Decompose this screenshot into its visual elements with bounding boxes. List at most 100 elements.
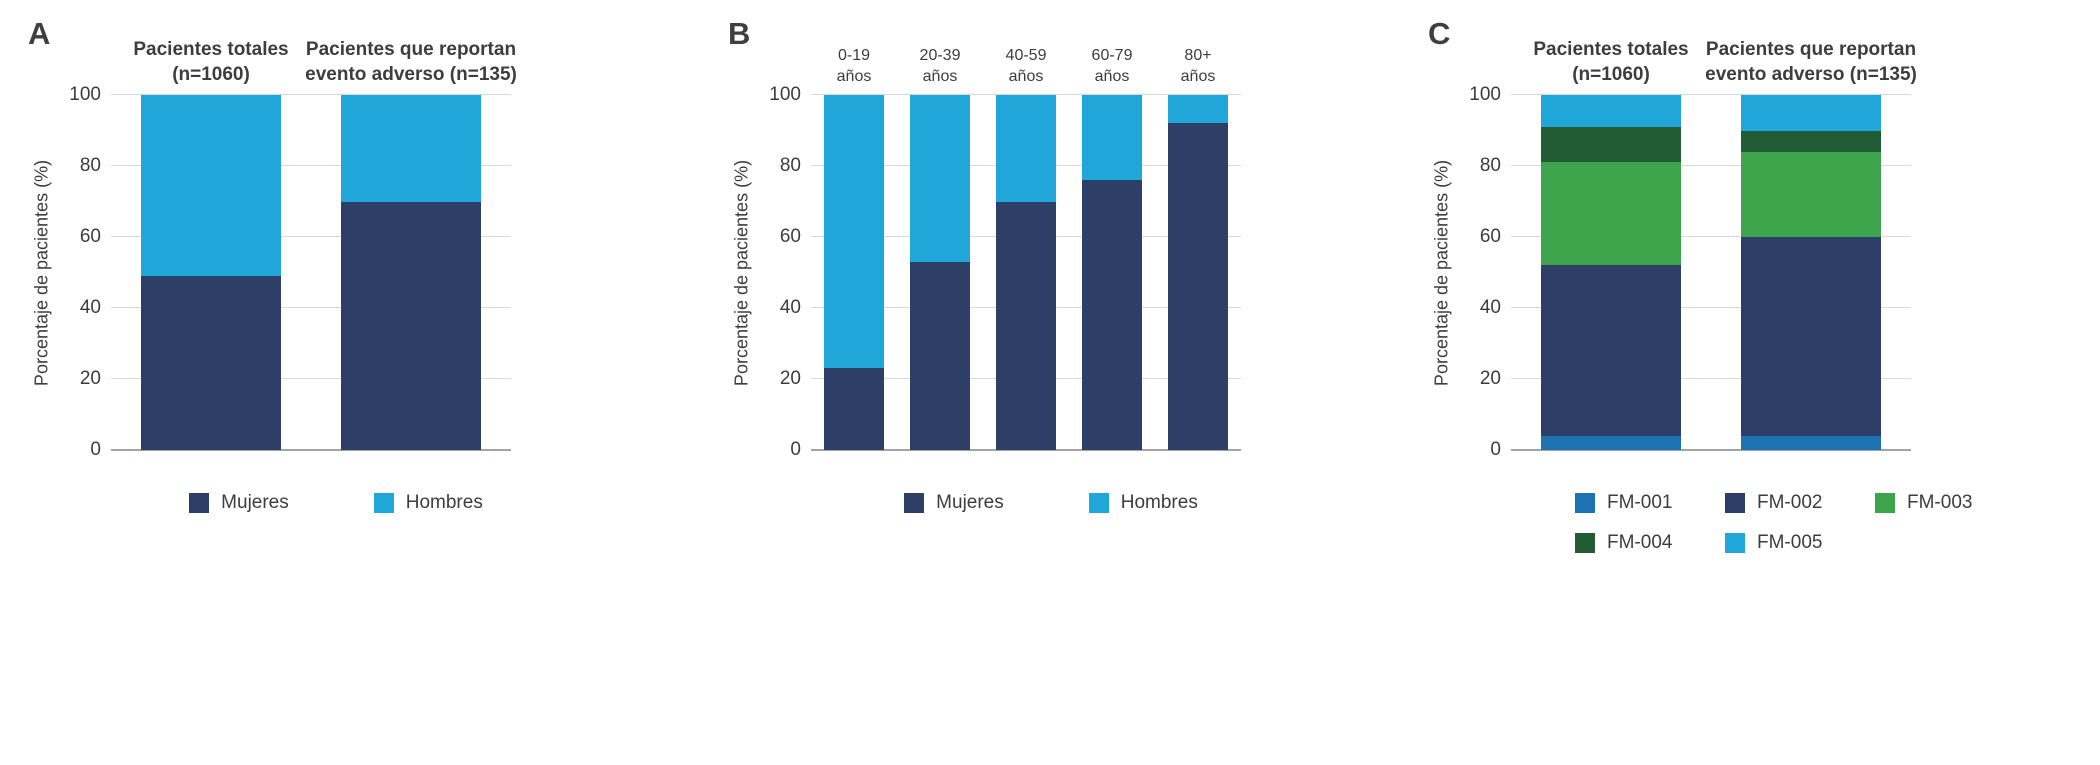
gridline-100 xyxy=(811,94,1241,95)
legend-swatch-fm-001 xyxy=(1575,493,1595,513)
legend-item-fm-001: FM-001 xyxy=(1575,492,1725,514)
bar-1-segment-fm-001 xyxy=(1541,435,1681,450)
bar-2-segment-fm-004 xyxy=(1741,130,1881,152)
panel-a-plot-col: Pacientes totales (n=1060) Pacientes que … xyxy=(111,15,517,451)
legend-label-fm-003: FM-003 xyxy=(1907,492,1973,513)
panel-c-plot-col: Pacientes totales (n=1060) Pacientes que … xyxy=(1511,15,1917,451)
bar-5-segment-mujeres xyxy=(1167,123,1229,450)
bar-1-segment-fm-003 xyxy=(1541,162,1681,266)
bar-1-segment-fm-004 xyxy=(1541,126,1681,163)
panel-a-y-axis-title-col: Porcentaje de pacientes (%) xyxy=(25,95,59,450)
legend-label-fm-004: FM-004 xyxy=(1607,532,1673,553)
bar-2-segment-fm-003 xyxy=(1741,151,1881,237)
bar-5-segment-hombres xyxy=(1167,95,1229,124)
legend-swatch-fm-004 xyxy=(1575,533,1595,553)
panel-c: C Porcentaje de pacientes (%) 0 20 40 60 80 1… xyxy=(1400,0,2100,765)
y-tick-label-20: 20 xyxy=(79,368,101,389)
legend-swatch-mujeres xyxy=(904,493,925,513)
category-label-2: Pacientes que reportan evento adverso (n… xyxy=(1705,39,1917,85)
legend-swatch-hombres xyxy=(373,493,394,513)
gridline-60 xyxy=(111,236,511,237)
gridline-80 xyxy=(111,165,511,166)
bar-2-segment-mujeres xyxy=(909,261,971,450)
panel-b-legend: Mujeres Hombres xyxy=(836,492,1266,514)
y-tick-label-60: 60 xyxy=(779,226,801,247)
bar-1-segment-mujeres xyxy=(141,276,281,450)
legend-swatch-hombres xyxy=(1088,493,1109,513)
panel-c-y-axis: 0 20 40 60 80 100 xyxy=(1459,84,1511,460)
legend-item-fm-002: FM-002 xyxy=(1725,492,1875,514)
y-tick-label-60: 60 xyxy=(79,226,101,247)
legend-item-fm-003: FM-003 xyxy=(1875,492,2025,514)
category-label-1: Pacientes totales (n=1060) xyxy=(133,39,289,85)
y-tick-label-100: 100 xyxy=(1469,84,1501,105)
y-tick-label-40: 40 xyxy=(1479,297,1501,318)
legend-swatch-fm-002 xyxy=(1725,493,1745,513)
panel-a-y-axis: 0 20 40 60 80 100 xyxy=(59,84,111,460)
gridline-80 xyxy=(1511,165,1911,166)
legend-label-fm-002: FM-002 xyxy=(1757,492,1823,513)
bar-2-segment-mujeres xyxy=(341,201,481,450)
category-label-4: 60-79 años xyxy=(1091,47,1133,85)
panel-b-plot-col: 0-19 años 20-39 años 40-59 años 60-79 años 8… xyxy=(811,15,1241,451)
legend-item-fm-004: FM-004 xyxy=(1575,532,1725,554)
y-tick-label-60: 60 xyxy=(1479,226,1501,247)
legend-label-mujeres: Mujeres xyxy=(936,492,1004,513)
panel-c-chart-area: Porcentaje de pacientes (%) 0 20 40 60 80 100… xyxy=(1425,15,2100,460)
y-tick-label-20: 20 xyxy=(779,368,801,389)
y-tick-label-0: 0 xyxy=(1490,439,1501,460)
y-tick-label-80: 80 xyxy=(779,155,801,176)
bar-2-segment-hombres xyxy=(341,95,481,202)
panel-a-label: A xyxy=(28,16,51,51)
y-axis-title: Porcentaje de pacientes (%) xyxy=(731,159,752,386)
legend-label-fm-005: FM-005 xyxy=(1757,532,1823,553)
bar-3-segment-mujeres xyxy=(995,201,1057,450)
legend-item-mujeres: Mujeres xyxy=(189,492,289,514)
panel-b-chart-area: Porcentaje de pacientes (%) 0 20 40 60 80 100… xyxy=(725,15,1400,460)
legend-item-hombres: Hombres xyxy=(1088,492,1198,514)
legend-swatch-mujeres xyxy=(189,493,210,513)
x-axis-line xyxy=(111,449,511,451)
y-tick-label-100: 100 xyxy=(69,84,101,105)
panel-c-column-headers: Pacientes totales (n=1060) Pacientes que … xyxy=(1511,15,1916,95)
y-tick-label-80: 80 xyxy=(79,155,101,176)
bar-1-segment-hombres xyxy=(141,95,281,277)
legend-swatch-fm-003 xyxy=(1875,493,1895,513)
x-axis-line xyxy=(811,449,1241,451)
bar-2-segment-fm-005 xyxy=(1741,95,1881,131)
y-axis-title: Porcentaje de pacientes (%) xyxy=(1431,159,1452,386)
legend-label-fm-001: FM-001 xyxy=(1607,492,1673,513)
category-label-1: 0-19 años xyxy=(836,47,872,85)
gridline-20 xyxy=(111,378,511,379)
legend-swatch-fm-005 xyxy=(1725,533,1745,553)
legend-item-mujeres: Mujeres xyxy=(904,492,1004,514)
bar-2-segment-fm-002 xyxy=(1741,237,1881,436)
category-label-2: Pacientes que reportan evento adverso (n… xyxy=(305,39,517,85)
panel-a-column-headers: Pacientes totales (n=1060) Pacientes que … xyxy=(111,15,516,95)
gridline-60 xyxy=(1511,236,1911,237)
panel-b-y-axis-title-col: Porcentaje de pacientes (%) xyxy=(725,95,759,450)
panel-b-column-headers: 0-19 años 20-39 años 40-59 años 60-79 años 8… xyxy=(811,15,1241,95)
y-tick-label-40: 40 xyxy=(79,297,101,318)
legend-item-fm-005: FM-005 xyxy=(1725,532,1875,554)
legend-label-mujeres: Mujeres xyxy=(221,492,289,513)
gridline-100 xyxy=(1511,94,1911,95)
gridline-20 xyxy=(1511,378,1911,379)
bar-4-segment-mujeres xyxy=(1081,180,1143,450)
bar-1-segment-hombres xyxy=(823,95,885,369)
panel-a: A Porcentaje de pacientes (%) 0 20 40 60 80 1… xyxy=(0,0,700,765)
gridline-100 xyxy=(111,94,511,95)
panel-a-legend: Mujeres Hombres xyxy=(136,492,536,514)
category-label-3: 40-59 años xyxy=(1005,47,1047,85)
bar-1-segment-fm-005 xyxy=(1541,95,1681,127)
bar-2-segment-hombres xyxy=(909,95,971,262)
panel-c-plot-area xyxy=(1511,94,1911,451)
y-tick-label-40: 40 xyxy=(779,297,801,318)
legend-label-hombres: Hombres xyxy=(1120,492,1198,513)
y-tick-label-0: 0 xyxy=(90,439,101,460)
panel-b: B Porcentaje de pacientes (%) 0 20 40 60 80 1… xyxy=(700,0,1400,765)
bar-2-segment-fm-001 xyxy=(1741,435,1881,450)
bar-3-segment-hombres xyxy=(995,95,1057,202)
bar-1-segment-fm-002 xyxy=(1541,265,1681,436)
